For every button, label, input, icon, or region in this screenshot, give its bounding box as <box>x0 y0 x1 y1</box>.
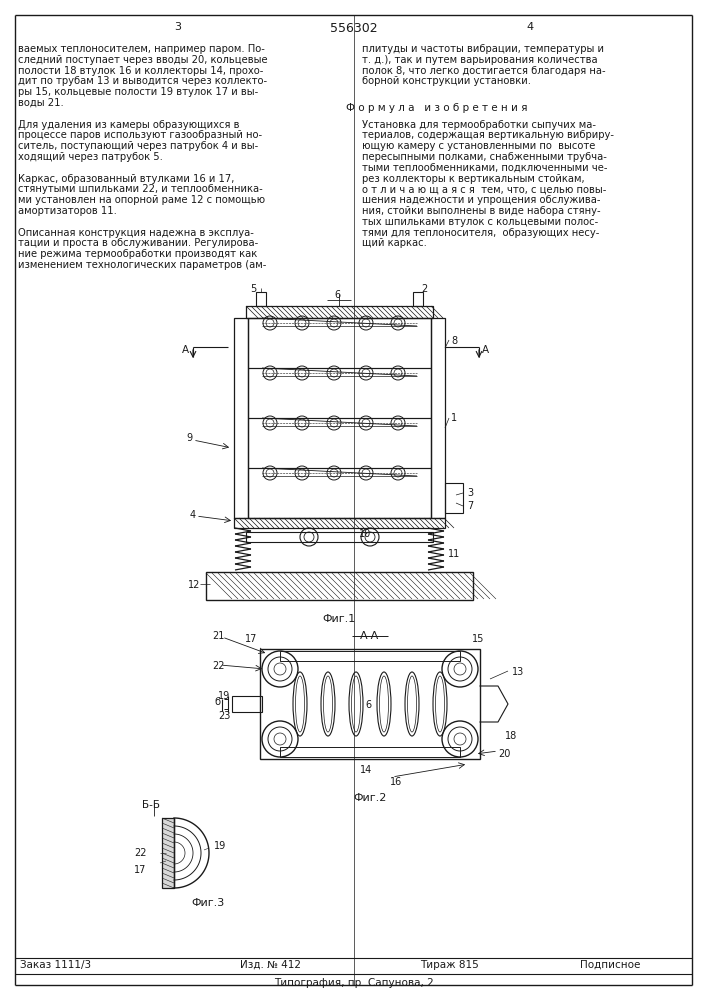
Text: 8: 8 <box>451 336 457 346</box>
Text: 23: 23 <box>218 711 230 721</box>
Text: Фиг.3: Фиг.3 <box>191 898 224 908</box>
Text: Для удаления из камеры образующихся в: Для удаления из камеры образующихся в <box>18 120 240 130</box>
Text: б: б <box>214 697 220 707</box>
Text: дит по трубам 13 и выводится через коллекто-: дит по трубам 13 и выводится через колле… <box>18 76 267 86</box>
Text: 19: 19 <box>218 691 230 701</box>
Bar <box>232 696 262 712</box>
Text: ющую камеру с установленными по  высоте: ющую камеру с установленными по высоте <box>362 141 595 151</box>
Text: щий каркас.: щий каркас. <box>362 238 427 248</box>
Text: воды 21.: воды 21. <box>18 98 64 108</box>
Bar <box>206 572 473 600</box>
Text: A: A <box>482 345 489 355</box>
Text: полок 8, что легко достигается благодаря на-: полок 8, что легко достигается благодаря… <box>362 66 606 76</box>
Bar <box>162 818 174 888</box>
Bar <box>246 306 433 318</box>
Text: 14: 14 <box>360 765 373 775</box>
Text: А-А: А-А <box>361 631 380 641</box>
Text: 21: 21 <box>212 631 224 641</box>
Text: 17: 17 <box>245 634 257 644</box>
Bar <box>280 651 460 661</box>
Text: 3: 3 <box>175 22 182 32</box>
Text: рез коллекторы к вертикальным стойкам,: рез коллекторы к вертикальным стойкам, <box>362 174 585 184</box>
Text: ние режима термообработки производят как: ние режима термообработки производят как <box>18 249 257 259</box>
Bar <box>431 318 445 518</box>
Text: Изд. № 412: Изд. № 412 <box>240 960 301 970</box>
Text: Установка для термообработки сыпучих ма-: Установка для термообработки сыпучих ма- <box>362 120 596 130</box>
Text: борной конструкции установки.: борной конструкции установки. <box>362 76 531 86</box>
Text: амортизаторов 11.: амортизаторов 11. <box>18 206 117 216</box>
Text: 20: 20 <box>498 749 510 759</box>
Bar <box>260 649 480 759</box>
Bar <box>280 747 460 757</box>
Bar <box>246 532 433 542</box>
Text: 22: 22 <box>134 848 146 858</box>
Text: 19: 19 <box>214 841 226 851</box>
Text: 7: 7 <box>467 501 473 511</box>
Text: 4: 4 <box>190 510 196 520</box>
Bar <box>445 483 463 513</box>
Bar <box>248 318 431 518</box>
Text: процессе паров используют газообразный но-: процессе паров используют газообразный н… <box>18 130 262 140</box>
Text: Каркас, образованный втулками 16 и 17,: Каркас, образованный втулками 16 и 17, <box>18 174 235 184</box>
Text: 10: 10 <box>359 529 371 539</box>
Text: 556302: 556302 <box>330 22 378 35</box>
Bar <box>234 518 445 528</box>
Text: 16: 16 <box>390 777 402 787</box>
Text: стянутыми шпильками 22, и теплообменника-: стянутыми шпильками 22, и теплообменника… <box>18 184 263 194</box>
Text: 6: 6 <box>334 290 340 300</box>
Bar <box>234 318 248 518</box>
Text: ваемых теплоносителем, например паром. По-: ваемых теплоносителем, например паром. П… <box>18 44 265 54</box>
Text: 22: 22 <box>212 661 225 671</box>
Text: 11: 11 <box>448 549 460 559</box>
Bar <box>256 292 266 306</box>
Text: ходящий через патрубок 5.: ходящий через патрубок 5. <box>18 152 163 162</box>
Text: ми установлен на опорной раме 12 с помощью: ми установлен на опорной раме 12 с помощ… <box>18 195 265 205</box>
Text: тации и проста в обслуживании. Регулирова-: тации и проста в обслуживании. Регулиров… <box>18 238 258 248</box>
Text: о т л и ч а ю щ а я с я  тем, что, с целью повы-: о т л и ч а ю щ а я с я тем, что, с цель… <box>362 184 607 194</box>
Text: Описанная конструкция надежна в эксплуа-: Описанная конструкция надежна в эксплуа- <box>18 228 254 238</box>
Text: 6: 6 <box>365 700 371 710</box>
Text: ры 15, кольцевые полости 19 втулок 17 и вы-: ры 15, кольцевые полости 19 втулок 17 и … <box>18 87 258 97</box>
Text: пересыпными полками, снабженными трубча-: пересыпными полками, снабженными трубча- <box>362 152 607 162</box>
Text: Фиг.2: Фиг.2 <box>354 793 387 803</box>
Text: тых шпильками втулок с кольцевыми полос-: тых шпильками втулок с кольцевыми полос- <box>362 217 598 227</box>
Bar <box>413 292 423 306</box>
Text: 18: 18 <box>505 731 518 741</box>
Text: 3: 3 <box>467 488 473 498</box>
Text: 1: 1 <box>451 413 457 423</box>
Text: шения надежности и упрощения обслужива-: шения надежности и упрощения обслужива- <box>362 195 600 205</box>
Text: тыми теплообменниками, подключенными че-: тыми теплообменниками, подключенными че- <box>362 163 607 173</box>
Text: 17: 17 <box>134 865 146 875</box>
Text: Заказ 1111/3: Заказ 1111/3 <box>20 960 91 970</box>
Text: полости 18 втулок 16 и коллекторы 14, прохо-: полости 18 втулок 16 и коллекторы 14, пр… <box>18 66 264 76</box>
Text: Фиг.1: Фиг.1 <box>322 614 356 624</box>
Text: Ф о р м у л а   и з о б р е т е н и я: Ф о р м у л а и з о б р е т е н и я <box>346 103 527 113</box>
Text: 9: 9 <box>186 433 192 443</box>
Text: плитуды и частоты вибрации, температуры и: плитуды и частоты вибрации, температуры … <box>362 44 604 54</box>
Text: 12: 12 <box>188 580 200 590</box>
Text: 15: 15 <box>472 634 484 644</box>
Text: тями для теплоносителя,  образующих несу-: тями для теплоносителя, образующих несу- <box>362 228 600 238</box>
Text: Типография, пр. Сапунова, 2: Типография, пр. Сапунова, 2 <box>274 978 434 988</box>
Text: 4: 4 <box>527 22 534 32</box>
Text: териалов, содержащая вертикальную вибриру-: териалов, содержащая вертикальную вибрир… <box>362 130 614 140</box>
Text: Тираж 815: Тираж 815 <box>420 960 479 970</box>
Text: Б-Б: Б-Б <box>142 800 160 810</box>
Text: т. д.), так и путем варьирования количества: т. д.), так и путем варьирования количес… <box>362 55 597 65</box>
Text: 2: 2 <box>421 284 427 294</box>
Text: 5: 5 <box>250 284 256 294</box>
Text: ситель, поступающий через патрубок 4 и вы-: ситель, поступающий через патрубок 4 и в… <box>18 141 258 151</box>
Text: A: A <box>182 345 189 355</box>
Text: изменением технологических параметров (ам-: изменением технологических параметров (а… <box>18 260 267 270</box>
Text: 13: 13 <box>512 667 525 677</box>
Text: ния, стойки выполнены в виде набора стяну-: ния, стойки выполнены в виде набора стян… <box>362 206 601 216</box>
Text: Подписное: Подписное <box>580 960 641 970</box>
Text: следний поступает через вводы 20, кольцевые: следний поступает через вводы 20, кольце… <box>18 55 268 65</box>
